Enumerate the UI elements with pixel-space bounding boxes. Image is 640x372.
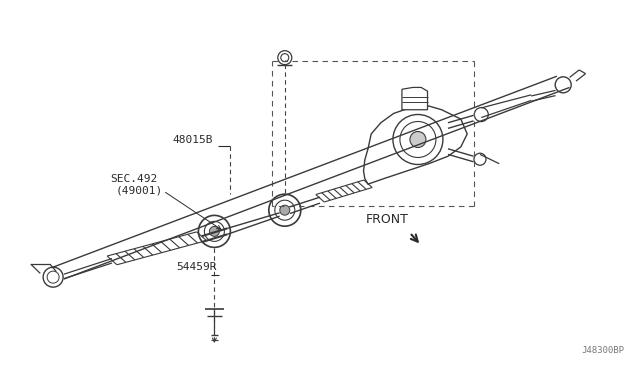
Circle shape (474, 108, 488, 122)
Circle shape (556, 77, 572, 93)
Circle shape (474, 153, 486, 165)
Text: FRONT: FRONT (366, 213, 409, 226)
Circle shape (209, 227, 220, 236)
Text: J48300BP: J48300BP (581, 346, 624, 355)
Polygon shape (364, 106, 467, 184)
Polygon shape (402, 87, 428, 110)
Text: SEC.492: SEC.492 (110, 173, 157, 183)
Circle shape (393, 115, 443, 164)
Circle shape (198, 215, 230, 247)
Circle shape (280, 205, 290, 215)
Text: (49001): (49001) (115, 185, 163, 195)
Circle shape (278, 51, 292, 65)
Text: 54459R: 54459R (176, 262, 216, 272)
Circle shape (410, 131, 426, 148)
Circle shape (269, 194, 301, 226)
Text: 48015B: 48015B (173, 135, 213, 145)
Circle shape (43, 267, 63, 287)
